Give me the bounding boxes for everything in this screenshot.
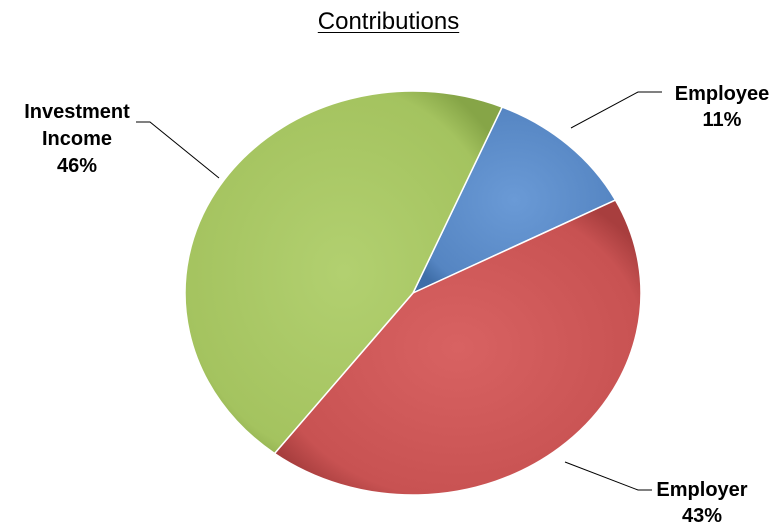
slice-label-employee: Employee 11%: [675, 83, 769, 131]
pie-slice-employer: [273, 199, 642, 496]
pie-slice-investment-income: [184, 90, 503, 455]
leader-line-employee: [570, 91, 662, 129]
pie-slice-employee: [412, 106, 617, 294]
leader-line-employer: [564, 461, 652, 491]
chart-title: Contributions: [317, 8, 460, 35]
leader-line-investment-income: [136, 121, 220, 179]
slice-label-employer: Employer 43%: [656, 479, 747, 523]
slice-percent-employee: 11%: [703, 109, 742, 131]
slice-name-investment-income: Investment: [24, 101, 130, 123]
slice-percent-employer: 43%: [682, 505, 722, 523]
slice-name-employee: Employee: [675, 83, 769, 105]
slice-name-investment-income: Income: [42, 128, 112, 150]
slice-label-investment-income: Investment Income 46%: [24, 101, 130, 177]
slice-name-employer: Employer: [656, 479, 747, 501]
slice-percent-investment-income: 46%: [57, 155, 97, 177]
